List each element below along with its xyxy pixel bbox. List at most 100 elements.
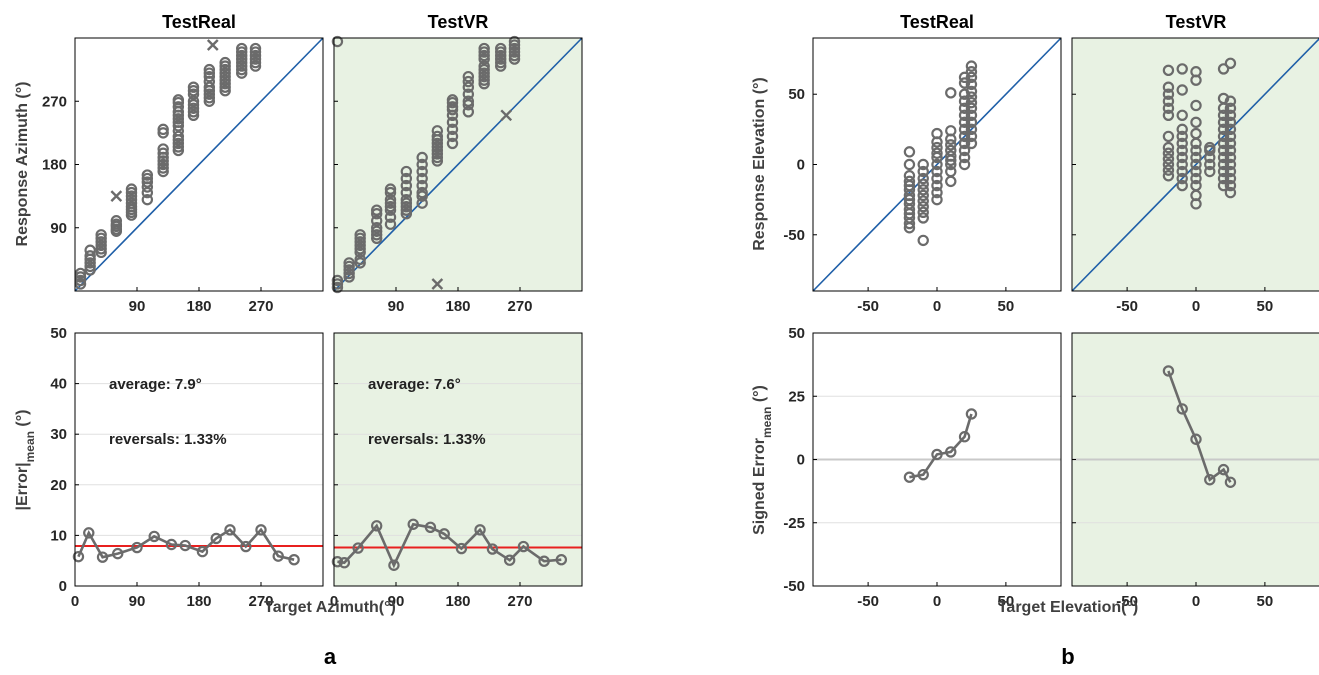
data-point	[416, 165, 428, 178]
y-tick-label: 20	[50, 477, 67, 494]
data-point	[95, 239, 107, 252]
data-point	[172, 141, 185, 153]
data-point	[272, 550, 284, 562]
data-point	[157, 127, 169, 139]
data-point	[331, 278, 344, 290]
x-tick-label: 0	[1192, 298, 1200, 315]
y-tick-label: 0	[797, 452, 805, 469]
data-point	[331, 281, 344, 294]
data-point	[958, 102, 971, 114]
data-point	[903, 146, 916, 158]
x-tick-label: 90	[388, 593, 405, 610]
panel-err_vr: 0 90 180 270 average: 7.6° reversals: 1.33%	[330, 332, 583, 610]
data-point	[1176, 165, 1188, 178]
data-point	[462, 99, 475, 111]
data-point	[236, 63, 248, 76]
data-point	[1217, 172, 1230, 185]
data-point	[508, 42, 521, 55]
data-point	[446, 137, 459, 150]
data-point	[157, 165, 169, 178]
data-point	[1224, 137, 1237, 150]
data-point	[371, 520, 383, 532]
data-point	[446, 101, 459, 113]
data-point	[1217, 179, 1230, 192]
data-point	[384, 204, 397, 216]
data-point	[917, 178, 929, 190]
y-tick-label: 30	[50, 426, 67, 443]
panel-title: TestReal	[900, 12, 974, 32]
data-point	[478, 77, 490, 90]
data-point	[1190, 127, 1202, 140]
data-point	[110, 218, 123, 230]
data-point	[965, 408, 978, 420]
data-point	[945, 125, 957, 137]
y-tick-label: 50	[788, 86, 805, 103]
data-point	[249, 56, 262, 69]
data-point	[1217, 137, 1230, 150]
data-point	[903, 471, 916, 483]
data-point	[219, 67, 231, 79]
data-point	[400, 207, 413, 220]
data-point	[384, 193, 397, 206]
data-point	[1217, 109, 1230, 122]
data-point	[1176, 123, 1188, 136]
data-point	[462, 95, 475, 107]
data-point	[446, 116, 459, 129]
data-point	[1190, 144, 1202, 157]
data-point	[125, 197, 138, 209]
data-point	[288, 553, 300, 566]
data-point	[958, 137, 971, 150]
data-point	[240, 540, 252, 553]
data-point	[219, 56, 231, 69]
data-point	[1224, 95, 1237, 107]
data-point	[965, 66, 978, 78]
data-point	[1162, 64, 1175, 77]
panel-err_real: 0 90 180 270 0 10 20 30 40 50 average: 7.9° reversa…	[50, 325, 324, 610]
y-axis-label: |Error|mean (°)	[14, 410, 37, 511]
data-point	[917, 200, 929, 213]
data-point	[1204, 474, 1216, 486]
data-point	[179, 539, 191, 552]
x-tick-label: 90	[388, 298, 405, 315]
data-point	[249, 60, 262, 72]
identity-line	[1071, 37, 1319, 292]
data-point	[478, 49, 490, 62]
data-point	[917, 165, 929, 178]
y-tick-label: 50	[788, 325, 805, 342]
data-point	[354, 253, 366, 266]
data-point	[495, 60, 507, 72]
panel-title: TestReal	[162, 12, 236, 32]
data-point	[371, 222, 383, 234]
data-point	[1176, 172, 1188, 185]
x-tick-label: -50	[857, 593, 879, 610]
data-point	[945, 446, 957, 458]
panel-sig_vr: -50 0 50	[1071, 332, 1319, 610]
data-point	[1162, 170, 1175, 182]
data-point	[478, 42, 490, 55]
data-point	[495, 56, 507, 69]
data-point	[958, 144, 971, 157]
data-point	[903, 175, 916, 188]
data-point	[478, 53, 490, 65]
x-axis-label: Target Elevation(°)	[998, 599, 1138, 616]
data-point	[1162, 81, 1175, 93]
data-point	[338, 557, 351, 569]
data-point	[1176, 130, 1188, 143]
data-point	[141, 176, 154, 188]
data-point	[931, 165, 943, 178]
panel-letter: b	[1061, 644, 1074, 669]
reversal-marker-stroke	[110, 190, 123, 202]
data-point	[203, 88, 216, 100]
data-point	[1224, 158, 1237, 171]
data-point	[249, 42, 262, 55]
data-point	[431, 130, 444, 143]
data-point	[965, 130, 978, 143]
data-point	[1224, 130, 1237, 143]
data-point	[236, 49, 248, 62]
data-point	[236, 42, 248, 55]
data-point	[508, 49, 521, 62]
data-point	[141, 172, 154, 185]
data-point	[431, 141, 444, 153]
data-point	[1190, 172, 1202, 185]
